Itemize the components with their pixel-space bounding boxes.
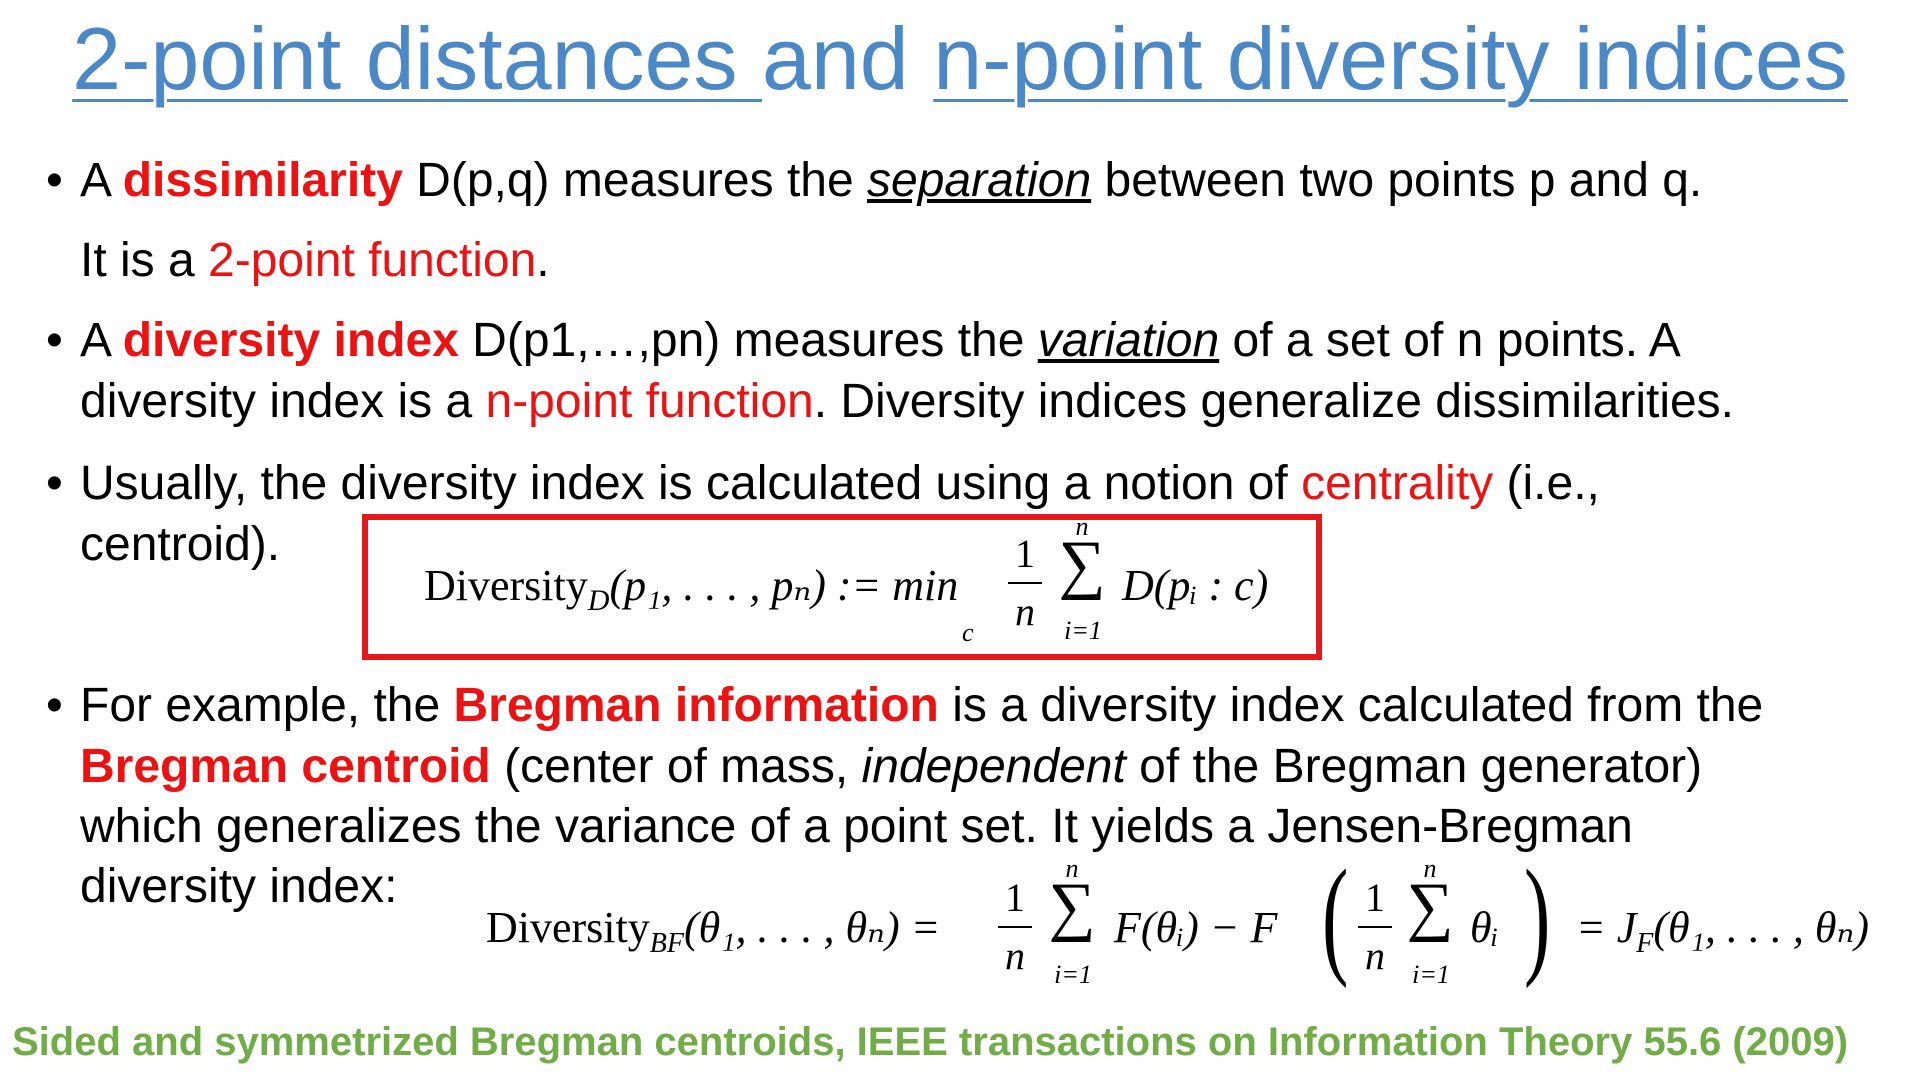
term-2-point-function: 2-point function [208,234,537,287]
bullet-centrality-line2: centroid). [80,518,281,571]
citation-footer: Sided and symmetrized Bregman centroids,… [12,1020,1849,1064]
bullet-dissimilarity: • A dissimilarity D(p,q) measures the se… [46,150,1880,211]
bullet-dot: • [46,457,63,510]
bullet-diversity-index-line2: diversity index is a n-point function. D… [80,375,1735,428]
term-bregman-information: Bregman information [453,679,939,732]
formula1-min-sub: c [962,618,974,647]
formula2-rhs: = JF(θ₁, . . . , θₙ) [1576,903,1870,959]
title-part-and: and [761,9,934,108]
formula2-mid: F(θᵢ) − F [1114,903,1278,952]
formula2-inner-frac-bar [1358,926,1392,928]
formula-diversity-box: DiversityD(p₁, . . . , pₙ) := min c 1 n … [362,512,1322,660]
formula2-inner-sum-bottom: i=1 [1412,960,1450,989]
sum-icon: ∑ [1406,870,1454,943]
formula2-frac-num: 1 [1005,875,1025,920]
bullet-bregman-line4: diversity index: [80,860,398,913]
sum-icon: ∑ [1058,528,1106,601]
formula2-sum-top: n [1065,854,1079,883]
term-n-point-function: n-point function [485,375,814,428]
term-variation: variation [1037,314,1220,367]
title-part-distances: 2-point distances [72,9,762,108]
formula2-lhs: DiversityBF(θ₁, . . . , θₙ) = [486,903,941,959]
formula2-inner-term: θᵢ [1470,903,1499,952]
formula1-sum-top: n [1075,512,1089,541]
term-dissimilarity: dissimilarity [122,154,403,207]
bullet-bregman-line3: which generalizes the variance of a poin… [80,800,1633,853]
formula2-lparen: ( [1322,842,1349,989]
bullet-bregman: • For example, the Bregman information i… [46,675,1880,736]
formula2-inner-frac-den: n [1365,933,1385,978]
formula1-frac-bar [1008,582,1042,584]
formula1-lhs: DiversityD(p₁, . . . , pₙ) := min [424,561,959,617]
bullet-dot: • [46,314,63,367]
formula2-inner-frac-num: 1 [1365,875,1385,920]
term-separation: separation [867,154,1092,207]
bullet-diversity-index: • A diversity index D(p1,…,pn) measures … [46,310,1880,371]
formula-jensen-bregman: DiversityBF(θ₁, . . . , θₙ) = 1 n n ∑ i=… [486,850,1906,1010]
formula2-frac-den: n [1005,933,1025,978]
formula1-sum-bottom: i=1 [1064,616,1102,645]
term-centrality: centrality [1301,457,1494,510]
formula1-frac-num: 1 [1015,531,1035,576]
formula2-rparen: ) [1524,842,1551,989]
bullet-bregman-line2: Bregman centroid (center of mass, indepe… [80,740,1703,793]
formula2-inner-sum-top: n [1423,854,1437,883]
formula1-frac-den: n [1015,589,1035,634]
term-diversity-index: diversity index [122,314,459,367]
sum-icon: ∑ [1048,870,1096,943]
title-part-indices: n-point diversity indices [933,9,1848,108]
slide-title: 2-point distances and n-point diversity … [0,8,1920,109]
formula2-frac-bar [998,926,1032,928]
term-bregman-centroid: Bregman centroid [80,740,491,793]
formula2-sum-bottom: i=1 [1054,960,1092,989]
formula1-rhs: D(pᵢ : c) [1122,561,1269,610]
bullet-centrality: • Usually, the diversity index is calcul… [46,453,1880,514]
bullet-dissimilarity-line2: It is a 2-point function. [80,234,550,287]
bullet-dot: • [46,154,63,207]
bullet-dot: • [46,679,63,732]
